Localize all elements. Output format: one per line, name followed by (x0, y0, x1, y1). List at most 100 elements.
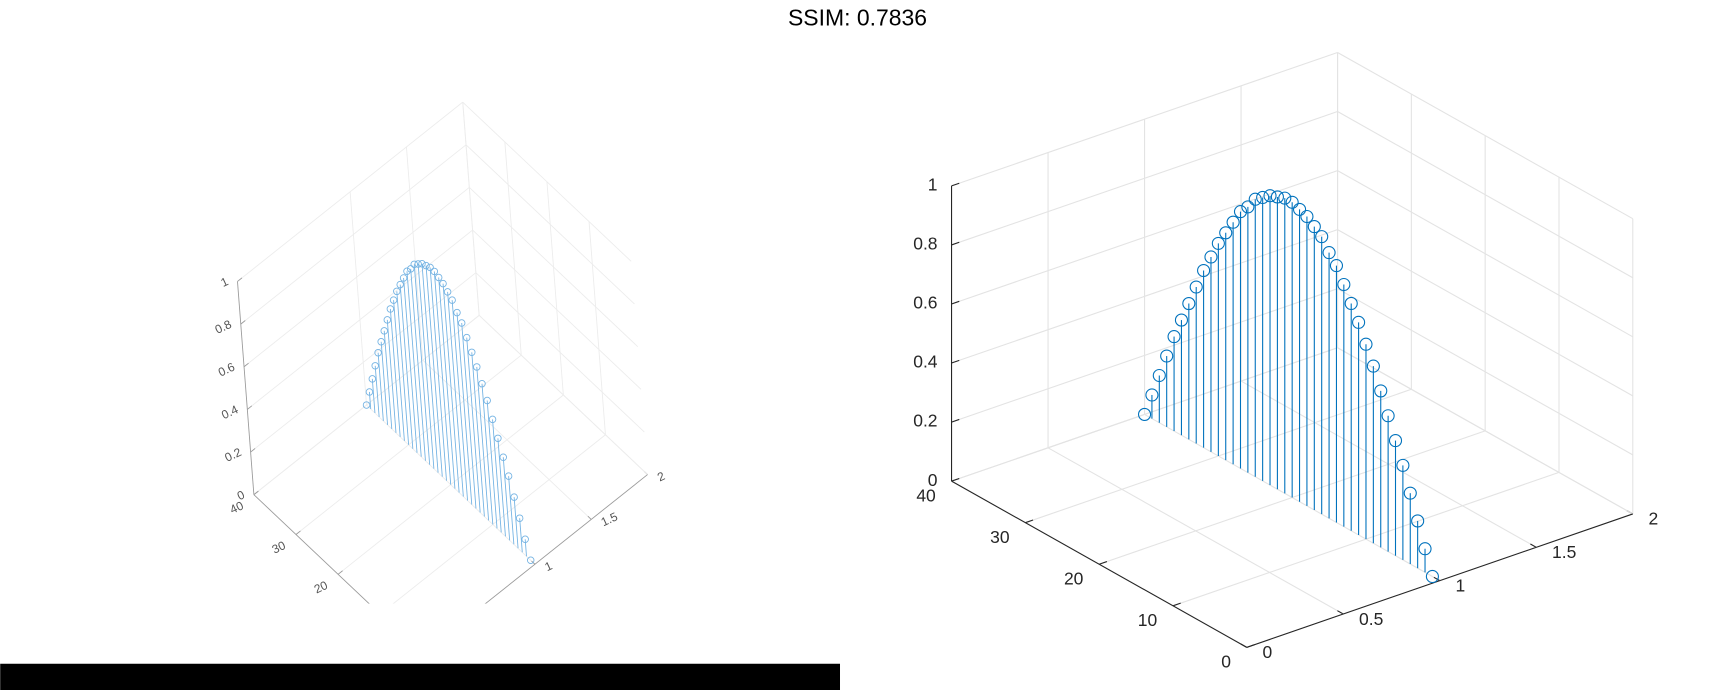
stem-marker (1381, 409, 1395, 423)
tick-label: 1 (218, 274, 230, 290)
tick-mark (1098, 561, 1108, 565)
stem-marker (380, 327, 388, 335)
stem-marker (1292, 202, 1307, 216)
tick-label: 30 (270, 538, 288, 556)
tick-mark (1337, 610, 1344, 615)
stem-marker (1204, 250, 1218, 264)
stem-marker (362, 401, 371, 409)
stem (471, 352, 485, 517)
tick-label: 0.2 (913, 411, 937, 431)
tick-mark (951, 359, 960, 364)
z-axis (237, 281, 255, 495)
stem-marker (1352, 315, 1366, 329)
grid-line (951, 111, 1338, 246)
stem (413, 264, 431, 465)
grid-line (478, 315, 648, 475)
stem (513, 497, 519, 549)
stem (524, 539, 527, 557)
tick-mark (951, 477, 960, 482)
stem (425, 265, 443, 477)
tick-label: 0.5 (1359, 609, 1383, 629)
tick-label: 0.8 (213, 317, 234, 337)
tick-mark (1530, 543, 1537, 548)
stem (396, 291, 410, 445)
tick-label: 1.5 (599, 509, 620, 529)
stem (519, 518, 523, 553)
stem (380, 341, 389, 425)
tick-label: 0 (1263, 642, 1273, 662)
stem-marker (1425, 569, 1439, 584)
stem-marker (448, 296, 456, 304)
grid-line (462, 101, 632, 262)
stem (410, 268, 426, 461)
tick-label: 40 (916, 486, 936, 506)
stem-marker (1300, 209, 1314, 224)
tick-mark (1172, 602, 1181, 607)
tick-label: 20 (312, 578, 330, 596)
stem-marker (1337, 277, 1351, 292)
stem-marker (515, 514, 524, 522)
grid-line (951, 288, 1338, 423)
tick-mark (250, 448, 256, 453)
grid-line (475, 272, 645, 433)
stem-marker (1344, 296, 1358, 311)
stem (461, 322, 477, 509)
grid-line (951, 51, 1338, 187)
stem-marker (1145, 388, 1159, 402)
tick-label: 10 (1138, 610, 1158, 630)
stem (393, 300, 405, 441)
stem (429, 267, 447, 481)
stem-marker (1256, 190, 1270, 205)
grid-line (465, 144, 635, 305)
y-axis (951, 480, 1248, 648)
tick-label: 1 (928, 175, 938, 195)
tick-mark (951, 241, 960, 246)
black-bar (0, 663, 841, 690)
stem-marker (389, 296, 398, 304)
stem-marker (403, 267, 411, 275)
stem-marker (1278, 191, 1292, 205)
stem-marker (1411, 514, 1425, 528)
grid-line (349, 191, 367, 406)
stem-marker (473, 363, 481, 371)
grid-line (588, 221, 606, 435)
grid-line (951, 229, 1338, 364)
stem-marker (1233, 205, 1248, 219)
stem-marker (1160, 349, 1174, 363)
stem-marker (393, 287, 401, 296)
stem-marker (453, 308, 461, 317)
stem-marker (1322, 246, 1336, 260)
stem-marker (488, 415, 497, 424)
tick-label: 0.6 (913, 293, 937, 313)
grid-line (250, 272, 477, 453)
stem-marker (377, 338, 385, 346)
tick-mark (247, 405, 253, 410)
tick-mark (951, 300, 960, 305)
tick-label: 0.4 (913, 352, 938, 372)
stem-marker (426, 263, 434, 272)
stem-marker (371, 362, 379, 370)
stem-marker (1396, 458, 1410, 472)
stem-marker (1219, 226, 1233, 240)
stem-marker (365, 388, 374, 396)
stem-marker (368, 375, 377, 383)
grid-line (1337, 347, 1634, 515)
tick-label: 0 (928, 470, 938, 490)
x-axis (484, 474, 648, 604)
tick-mark (240, 320, 246, 325)
stem (371, 378, 376, 414)
stem (421, 263, 439, 473)
grid-line (472, 229, 642, 390)
stem-marker (443, 288, 452, 296)
stem-marker (434, 273, 443, 282)
grid-line (1337, 229, 1634, 397)
grid-line (243, 187, 470, 368)
stem-marker (526, 556, 535, 564)
stem-marker (1315, 230, 1329, 244)
tick-label: 1 (1456, 575, 1466, 595)
stem (451, 300, 468, 501)
stem (442, 283, 460, 493)
stem-marker (1137, 407, 1152, 421)
